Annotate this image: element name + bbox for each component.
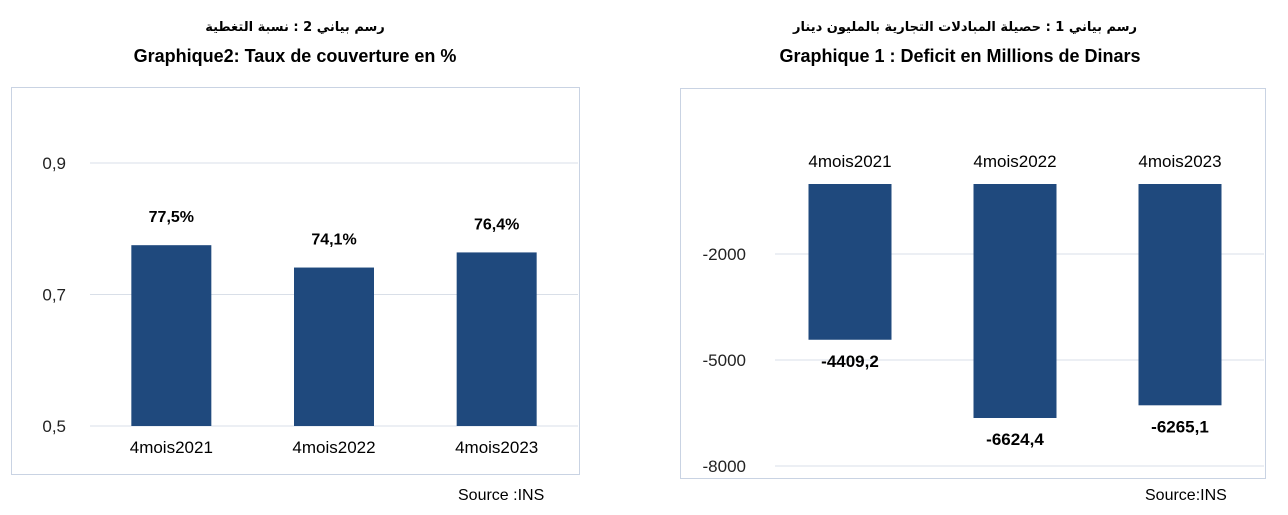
y-tick-label: 0,9: [42, 154, 66, 173]
bar: [456, 252, 537, 426]
data-label: -6265,1: [1151, 417, 1209, 436]
left-chart-source: Source :INS: [458, 487, 545, 504]
x-tick-label: 4mois2022: [292, 438, 375, 457]
y-tick-label: -8000: [703, 457, 746, 476]
data-label: 77,5%: [149, 209, 194, 226]
x-tick-label: 4mois2022: [973, 152, 1056, 171]
left-chart: 0,5 0,7 0,9 77,5% 4mois2021 74,1% 4mois2022 76,…: [42, 154, 578, 457]
data-label: -6624,4: [986, 430, 1044, 449]
bar: [808, 184, 892, 340]
bar: [294, 267, 374, 426]
x-tick-label: 4mois2023: [1138, 152, 1221, 171]
bar: [973, 184, 1057, 418]
data-label: -4409,2: [821, 352, 879, 371]
x-tick-label: 4mois2021: [808, 152, 891, 171]
left-chart-title-arabic: رسم بياني 2 : نسبة التغطية: [205, 20, 385, 35]
y-tick-label: 0,5: [42, 417, 66, 436]
left-chart-title: Graphique2: Taux de couverture en %: [133, 46, 457, 66]
y-tick-label: -5000: [703, 351, 746, 370]
right-chart: -2000 -5000 -8000 4mois2021 -4409,2 4mois2022…: [703, 152, 1264, 476]
data-label: 74,1%: [311, 232, 356, 249]
y-tick-label: 0,7: [42, 286, 66, 305]
bar: [131, 245, 212, 426]
x-tick-label: 4mois2023: [455, 438, 538, 457]
right-chart-title: Graphique 1 : Deficit en Millions de Din…: [779, 46, 1141, 66]
x-tick-label: 4mois2021: [130, 438, 213, 457]
data-label: 76,4%: [474, 216, 519, 233]
right-chart-title-arabic: رسم بياني 1 : حصيلة المبادلات التجارية ب…: [793, 20, 1137, 35]
bar: [1138, 184, 1222, 406]
right-chart-source: Source:INS: [1145, 487, 1227, 504]
y-tick-label: -2000: [703, 245, 746, 264]
